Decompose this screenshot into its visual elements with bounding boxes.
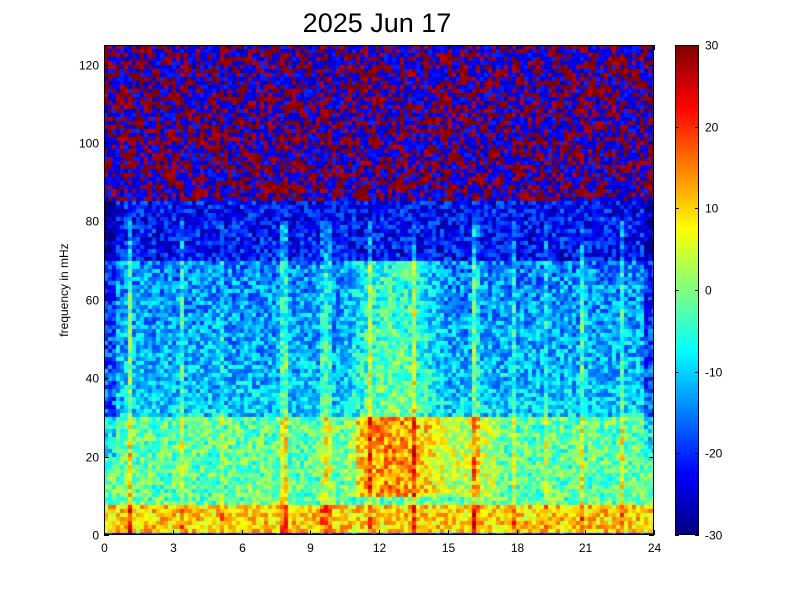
colorbar-tick-label: 0 (705, 284, 712, 298)
y-tick-label: 120 (79, 59, 99, 73)
colorbar-tick-label: 10 (705, 202, 719, 216)
x-tick-label: 9 (307, 541, 314, 555)
chart-title: 2025 Jun 17 (303, 8, 452, 38)
colorbar-tick-label: -20 (705, 447, 723, 461)
x-tick-label: 12 (373, 541, 387, 555)
y-tick-label: 40 (86, 372, 100, 386)
colorbar-tick-label: -10 (705, 366, 723, 380)
y-tick-label: 60 (86, 294, 100, 308)
colorbar-tick-label: 30 (705, 39, 719, 53)
y-axis-label: frequency in mHz (57, 243, 71, 336)
colorbar-tick-label: 20 (705, 121, 719, 135)
x-tick-label: 24 (648, 541, 662, 555)
x-tick-label: 3 (170, 541, 177, 555)
x-tick-label: 18 (511, 541, 525, 555)
y-tick-label: 0 (92, 529, 99, 543)
x-tick-label: 6 (239, 541, 246, 555)
x-tick-label: 15 (442, 541, 456, 555)
x-axis-ticks: 0 3 6 9 12 15 18 21 24 (101, 45, 661, 555)
y-tick-label: 20 (86, 451, 100, 465)
y-tick-label: 100 (79, 137, 99, 151)
x-tick-label: 21 (579, 541, 593, 555)
heatmap-area (104, 45, 654, 535)
y-axis-ticks: 0 20 40 60 80 100 120 (79, 59, 654, 543)
colorbar-ticks: 30 20 10 0 -10 -20 -30 (675, 39, 723, 543)
x-tick-label: 0 (101, 541, 108, 555)
y-tick-label: 80 (86, 215, 100, 229)
colorbar-tick-label: -30 (705, 529, 723, 543)
